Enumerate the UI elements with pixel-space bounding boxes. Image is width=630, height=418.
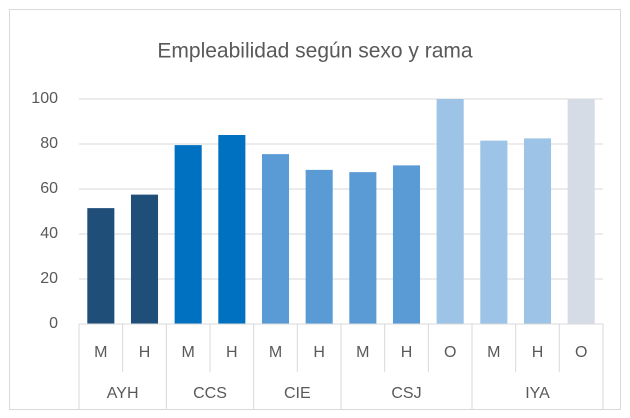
bar	[174, 145, 202, 324]
y-tick-label: 80	[40, 135, 58, 152]
chart-title: Empleabilidad según sexo y rama	[157, 40, 472, 63]
x-tick-label: H	[139, 344, 151, 361]
x-tick-label: O	[575, 344, 587, 361]
bar	[436, 99, 464, 324]
bar	[567, 99, 595, 324]
bar	[480, 140, 508, 324]
bar	[130, 194, 159, 324]
x-tick-label: H	[532, 344, 544, 361]
bar	[305, 169, 333, 324]
bar	[87, 208, 115, 324]
bar	[261, 154, 290, 324]
bar	[523, 138, 552, 324]
x-tick-label: M	[356, 344, 369, 361]
y-tick-label: 100	[31, 90, 58, 107]
x-tick-label: H	[226, 344, 238, 361]
x-tick-label: M	[487, 344, 500, 361]
bar	[349, 172, 377, 324]
x-tick-label: M	[94, 344, 107, 361]
x-tick-label: H	[313, 344, 325, 361]
y-tick-label: 40	[40, 225, 58, 242]
x-tick-label: H	[401, 344, 413, 361]
x-tick-label: M	[269, 344, 282, 361]
group-label: CIE	[284, 385, 311, 402]
group-label: CSJ	[391, 385, 421, 402]
group-label: AYH	[107, 385, 139, 402]
x-tick-label: O	[444, 344, 456, 361]
bar	[392, 165, 421, 324]
bar	[218, 135, 246, 324]
y-tick-label: 60	[40, 180, 58, 197]
x-tick-label: M	[182, 344, 195, 361]
group-label: CCS	[193, 385, 227, 402]
y-tick-label: 0	[49, 315, 58, 332]
y-tick-label: 20	[40, 270, 58, 287]
group-label: IYA	[525, 385, 550, 402]
